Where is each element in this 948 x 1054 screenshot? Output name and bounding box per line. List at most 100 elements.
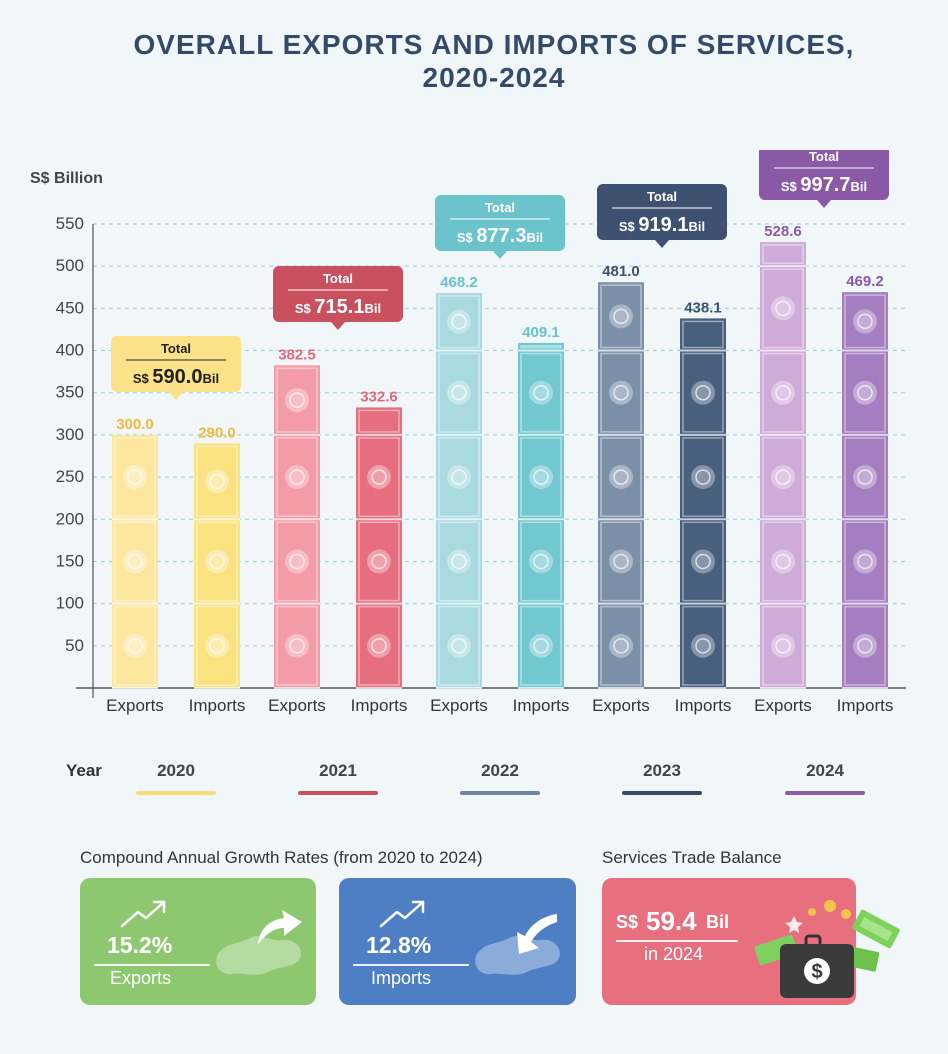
bar-value-label: 468.2 bbox=[440, 274, 478, 291]
banknote-seal-icon bbox=[853, 309, 877, 334]
bar-chart-svg: S$ Billion 50 100 150 200 250 300 350 400 450 500 5… bbox=[30, 144, 906, 715]
x-tick-label: Imports bbox=[837, 696, 894, 715]
bar-value-label: 409.1 bbox=[522, 324, 560, 341]
legend-swatch bbox=[136, 791, 216, 795]
banknote-border bbox=[600, 284, 642, 349]
callout-label: Total bbox=[809, 150, 839, 164]
banknote-seal-ring bbox=[451, 638, 467, 654]
banknote-border bbox=[682, 320, 724, 349]
x-tick-label: Exports bbox=[268, 696, 326, 715]
x-tick-label: Exports bbox=[592, 696, 650, 715]
balance-suffix: Bil bbox=[706, 912, 730, 932]
banknote-border bbox=[844, 294, 886, 349]
exports-bar-2020 bbox=[112, 434, 158, 689]
banknote-seal-icon bbox=[771, 465, 795, 490]
balance-title: Services Trade Balance bbox=[602, 848, 782, 867]
bar-fill bbox=[760, 242, 806, 688]
callout-label: Total bbox=[485, 200, 515, 215]
banknote-seal-ring bbox=[775, 469, 791, 485]
banknote-border bbox=[358, 521, 400, 602]
banknote-seal-icon bbox=[691, 465, 715, 490]
banknote-seal-ring bbox=[695, 469, 711, 485]
banknote-seal-icon bbox=[205, 549, 229, 574]
total-callout-2023: Total S$ 919.1Bil bbox=[597, 184, 727, 248]
banknote-seal-ring bbox=[695, 553, 711, 570]
banknote-seal-icon bbox=[609, 380, 633, 405]
banknote-border bbox=[196, 605, 238, 686]
cagr-imports-rule bbox=[353, 964, 469, 966]
cagr-imports-label: Imports bbox=[371, 968, 432, 988]
callout-label: Total bbox=[323, 271, 353, 286]
banknote-seal-icon bbox=[367, 465, 391, 490]
banknote-seal-icon bbox=[205, 469, 229, 494]
banknote-seal-icon bbox=[123, 465, 147, 490]
callout-box bbox=[435, 195, 565, 251]
banknote-seal-icon bbox=[771, 633, 795, 658]
y-tick-label: 450 bbox=[56, 298, 84, 317]
banknote-border bbox=[682, 437, 724, 518]
banknote-border bbox=[600, 605, 642, 686]
banknote-border bbox=[600, 352, 642, 433]
imports-bar-2021 bbox=[356, 407, 402, 689]
bar-fill bbox=[274, 365, 320, 688]
year-legend: Year 2020 2021 2022 2023 2024 bbox=[0, 750, 948, 800]
banknote-seal-icon bbox=[367, 633, 391, 658]
banknote-seal-ring bbox=[451, 384, 467, 401]
legend-label: 2023 bbox=[643, 761, 681, 780]
banknote-seal-ring bbox=[695, 384, 711, 401]
banknote-border bbox=[844, 352, 886, 433]
banknote-seal-ring bbox=[209, 473, 225, 490]
y-tick-label: 550 bbox=[56, 214, 84, 233]
x-tick-label: Imports bbox=[675, 696, 732, 715]
callout-box bbox=[273, 266, 403, 322]
callout-pointer bbox=[655, 240, 669, 248]
banknote-seal-icon bbox=[285, 388, 309, 413]
callout-label: Total bbox=[647, 189, 677, 204]
y-tick-label: 250 bbox=[56, 467, 84, 486]
exports-bar-2024 bbox=[760, 242, 806, 689]
banknote-seal-icon bbox=[447, 633, 471, 658]
banknote-seal-icon bbox=[285, 465, 309, 490]
legend-label: 2024 bbox=[806, 761, 844, 780]
banknote-seal-ring bbox=[857, 313, 873, 330]
banknote-seal-icon bbox=[529, 465, 553, 490]
banknote-seal-icon bbox=[771, 296, 795, 321]
banknote-seal-icon bbox=[609, 465, 633, 490]
legend-swatch bbox=[298, 791, 378, 795]
banknote-seal-ring bbox=[613, 638, 629, 654]
banknote-seal-ring bbox=[289, 392, 305, 408]
legend-item-2024: 2024 bbox=[785, 761, 865, 795]
banknote-seal-icon bbox=[123, 549, 147, 574]
banknote-seal-icon bbox=[771, 549, 795, 574]
y-tick-label: 200 bbox=[56, 509, 84, 528]
bar-value-label: 290.0 bbox=[198, 424, 236, 441]
banknote-seal-ring bbox=[857, 638, 873, 654]
bar-fill bbox=[194, 443, 240, 688]
cagr-title: Compound Annual Growth Rates (from 2020 … bbox=[80, 848, 483, 867]
banknote-border bbox=[438, 521, 480, 602]
banknote-border bbox=[762, 521, 804, 602]
banknote-border bbox=[276, 437, 318, 518]
banknote-border bbox=[438, 295, 480, 349]
total-callout-2021: Total S$ 715.1Bil bbox=[273, 266, 403, 330]
chart-title: OVERALL EXPORTS AND IMPORTS OF SERVICES,… bbox=[0, 28, 948, 94]
callout-total-value: S$ 715.1Bil bbox=[295, 296, 381, 318]
banknote-seal-icon bbox=[529, 633, 553, 658]
banknote-border bbox=[114, 521, 156, 602]
banknote-seal-icon bbox=[691, 380, 715, 405]
banknote-seal-ring bbox=[451, 314, 467, 330]
banknote-seal-ring bbox=[127, 469, 143, 485]
imports-bar-2023 bbox=[680, 318, 726, 689]
banknote-seal-ring bbox=[613, 553, 629, 570]
callout-total-value: S$ 590.0Bil bbox=[133, 366, 219, 388]
legend-swatch bbox=[785, 791, 865, 795]
banknote-border bbox=[276, 367, 318, 433]
balance-value: 59.4 bbox=[646, 906, 697, 936]
legend-item-2020: 2020 bbox=[136, 761, 216, 795]
banknote-seal-ring bbox=[613, 308, 629, 325]
legend-item-2023: 2023 bbox=[622, 761, 702, 795]
banknote-seal-icon bbox=[771, 380, 795, 405]
banknote-seal-ring bbox=[613, 469, 629, 485]
banknote-border bbox=[196, 445, 238, 518]
trend-up-icon bbox=[120, 900, 166, 928]
